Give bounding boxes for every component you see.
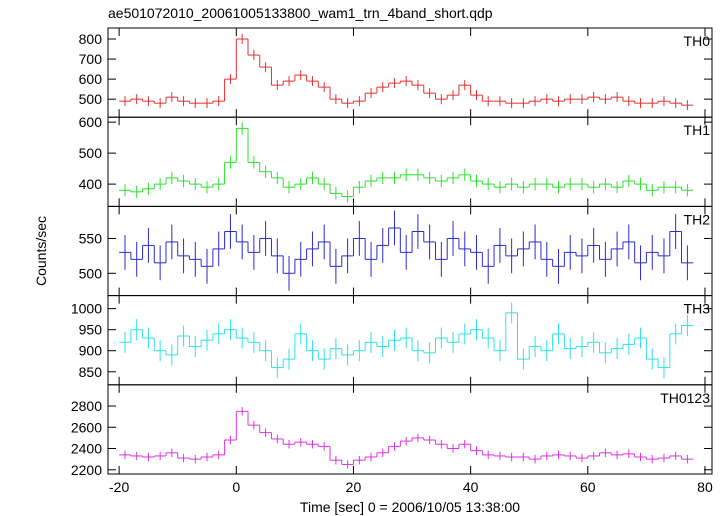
panel-label: TH2 [684,211,711,227]
y-tick-label: 850 [79,364,103,380]
panel-frame [107,27,713,118]
panel-label: TH1 [684,122,711,138]
x-tick-label: -20 [109,479,129,495]
panel-label: TH0 [684,33,711,49]
y-tick-label: 500 [79,265,103,281]
y-tick-label: 600 [79,114,103,130]
y-tick-label: 2600 [71,419,102,435]
x-tick-label: 40 [463,479,479,495]
panel-label: TH0123 [660,390,710,406]
y-tick-label: 900 [79,343,103,359]
y-tick-label: 2200 [71,462,102,478]
panel-frame [107,295,713,386]
y-tick-label: 400 [79,176,103,192]
y-tick-label: 950 [79,322,103,338]
y-tick-label: 550 [79,230,103,246]
y-tick-label: 1000 [71,301,102,317]
x-axis-label: Time [sec] 0 = 2006/10/05 13:38:00 [300,499,520,515]
y-tick-label: 800 [79,31,103,47]
y-tick-label: 2800 [71,398,102,414]
panel-frame [107,116,713,207]
y-tick-label: 600 [79,71,103,87]
chart-title: ae501072010_20061005133800_wam1_trn_4ban… [108,5,493,21]
y-tick-label: 2400 [71,441,102,457]
y-axis-label: Counts/sec [33,216,49,286]
y-tick-label: 500 [79,91,103,107]
x-tick-label: 0 [232,479,240,495]
y-tick-label: 500 [79,145,103,161]
panel-frame [107,205,713,297]
x-tick-label: 80 [697,479,713,495]
y-tick-label: 700 [79,51,103,67]
x-tick-label: 60 [580,479,596,495]
panel-frame [107,384,713,475]
x-tick-label: 20 [346,479,362,495]
panel-label: TH3 [684,301,711,317]
